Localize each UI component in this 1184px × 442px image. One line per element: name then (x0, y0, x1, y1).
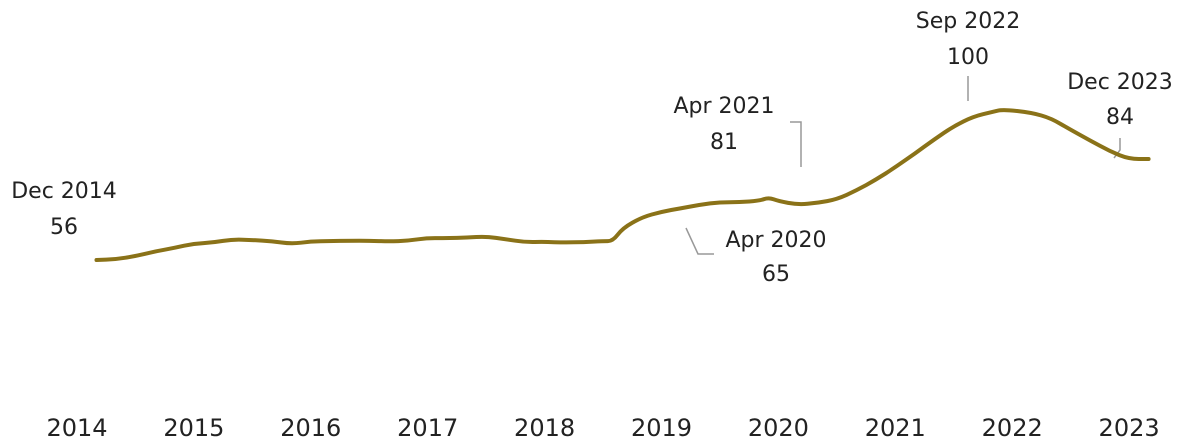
x-tick-label: 2019 (631, 414, 692, 442)
annotations: Dec 2014 56 Apr 2020 65 Apr 2021 81 Sep 2022 10… (11, 9, 1173, 287)
annotation-value: 65 (762, 262, 790, 287)
series-line (94, 108, 1151, 262)
x-tick-label: 2017 (397, 414, 458, 442)
annotation-value: 81 (710, 130, 738, 155)
x-axis: 2014 2015 2016 2017 2018 2019 2020 2021 2022 2023 (46, 414, 1159, 442)
x-tick-label: 2014 (46, 414, 107, 442)
annotation-leader (685, 227, 714, 255)
x-tick-label: 2018 (514, 414, 575, 442)
x-tick-label: 2016 (280, 414, 341, 442)
annotation-value: 56 (50, 215, 78, 240)
series-lines (94, 108, 1151, 262)
x-tick-label: 2022 (982, 414, 1043, 442)
annotation-date: Sep 2022 (916, 9, 1020, 34)
annotation-date: Dec 2014 (11, 179, 117, 204)
annotation-leader (790, 121, 802, 167)
annotation-date: Apr 2020 (725, 228, 826, 253)
annotation-value: 84 (1106, 105, 1134, 130)
annotation-value: 100 (947, 45, 989, 70)
annotation-date: Apr 2021 (673, 94, 774, 119)
x-tick-label: 2023 (1099, 414, 1160, 442)
x-tick-label: 2015 (163, 414, 224, 442)
annotation-date: Dec 2023 (1067, 70, 1173, 95)
x-tick-label: 2020 (748, 414, 809, 442)
x-tick-label: 2021 (865, 414, 926, 442)
